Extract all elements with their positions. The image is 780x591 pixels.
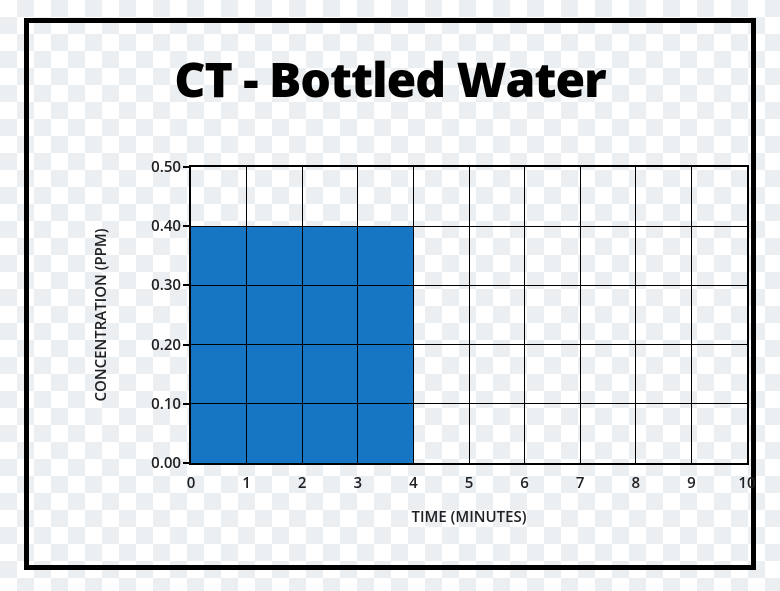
gridline-horizontal — [191, 226, 747, 227]
y-tick-label: 0.00 — [137, 453, 181, 473]
x-tick-label: 10 — [738, 473, 755, 493]
gridline-vertical — [691, 167, 692, 463]
y-tick-mark — [183, 166, 189, 168]
x-tick-label: 5 — [465, 473, 474, 493]
y-tick-mark — [183, 344, 189, 346]
transparency-checker-background: CT - Bottled Water CONCENTRATION (PPM) T… — [0, 0, 780, 591]
gridline-vertical — [246, 167, 247, 463]
x-tick-label: 3 — [354, 473, 363, 493]
chart-frame: CT - Bottled Water CONCENTRATION (PPM) T… — [24, 18, 756, 570]
y-tick-label: 0.50 — [137, 157, 181, 177]
y-tick-label: 0.20 — [137, 335, 181, 355]
plot-area — [189, 165, 749, 465]
x-tick-label: 0 — [187, 473, 196, 493]
x-tick-label: 6 — [520, 473, 529, 493]
gridline-vertical — [302, 167, 303, 463]
chart-title: CT - Bottled Water — [29, 47, 751, 112]
x-axis-label: TIME (MINUTES) — [411, 507, 526, 527]
gridline-vertical — [580, 167, 581, 463]
gridline-vertical — [635, 167, 636, 463]
gridline-vertical — [469, 167, 470, 463]
y-axis-label: CONCENTRATION (PPM) — [91, 229, 111, 402]
gridline-horizontal — [191, 403, 747, 404]
x-tick-label: 1 — [242, 473, 251, 493]
y-tick-label: 0.40 — [137, 216, 181, 236]
gridline-horizontal — [191, 285, 747, 286]
x-tick-label: 9 — [687, 473, 696, 493]
x-tick-label: 8 — [632, 473, 641, 493]
gridline-vertical — [357, 167, 358, 463]
y-tick-mark — [183, 403, 189, 405]
gridline-vertical — [524, 167, 525, 463]
x-tick-label: 2 — [298, 473, 307, 493]
gridline-vertical — [413, 167, 414, 463]
y-tick-mark — [183, 462, 189, 464]
y-tick-mark — [183, 284, 189, 286]
gridline-horizontal — [191, 344, 747, 345]
x-tick-label: 4 — [409, 473, 418, 493]
y-tick-mark — [183, 225, 189, 227]
y-tick-label: 0.10 — [137, 394, 181, 414]
x-tick-label: 7 — [576, 473, 585, 493]
y-tick-label: 0.30 — [137, 275, 181, 295]
